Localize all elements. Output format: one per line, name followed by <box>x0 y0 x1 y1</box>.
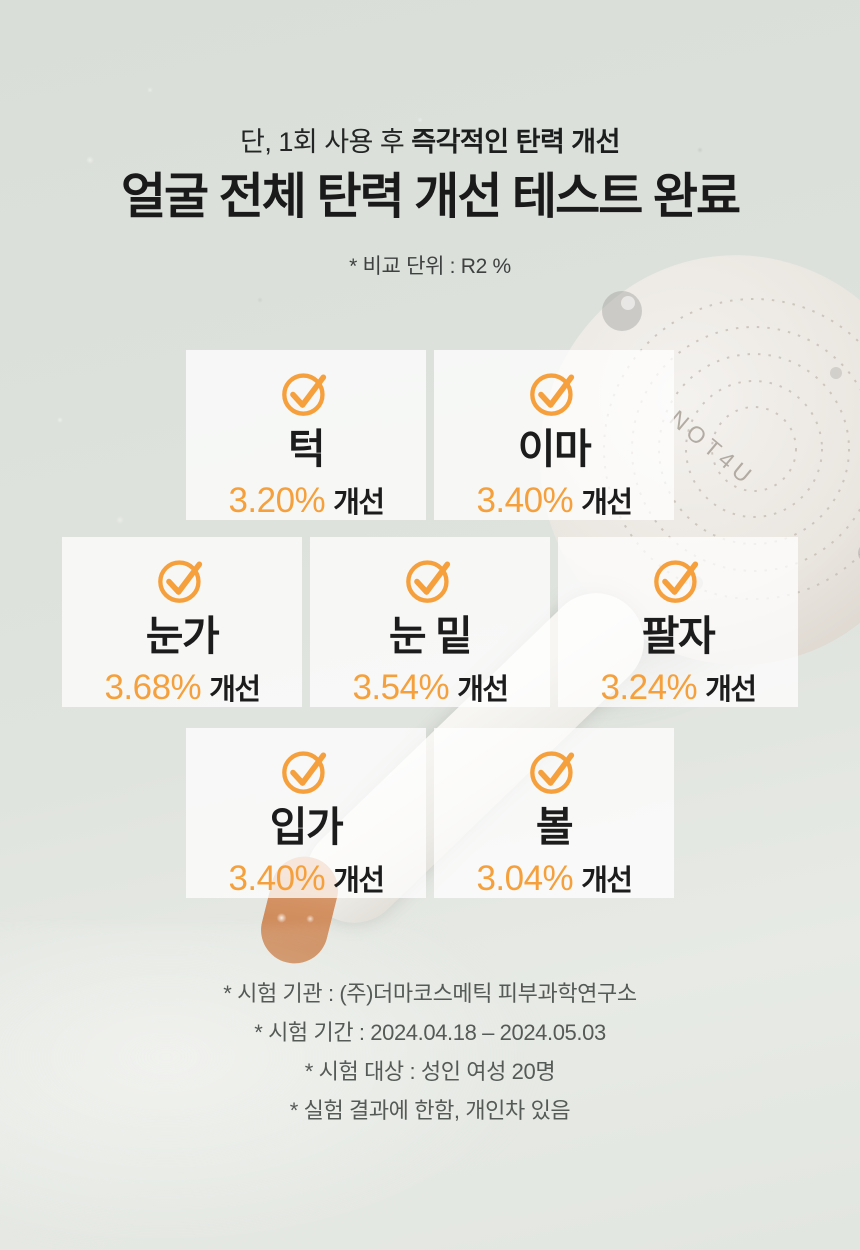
stat-card-mouth-corner: 입가 3.40% 개선 <box>186 728 426 898</box>
footnote-test-subjects: * 시험 대상 : 성인 여성 20명 <box>304 1059 556 1084</box>
area-label: 눈가 <box>145 613 220 659</box>
percent-text: 3.54% <box>352 668 450 708</box>
footnotes: * 시험 기관 : (주)더마코스메틱 피부과학연구소 * 시험 기간 : 20… <box>0 974 860 1130</box>
percent-text: 3.40% <box>228 859 326 899</box>
eyebrow-regular: 단, 1회 사용 후 <box>240 127 412 157</box>
check-circle-icon <box>282 751 327 794</box>
improve-suffix: 개선 <box>333 487 385 520</box>
improve-suffix: 개선 <box>209 674 261 707</box>
check-circle-icon <box>530 373 575 416</box>
improvement-value: 3.20% 개선 <box>228 479 385 521</box>
footnote-test-period: * 시험 기간 : 2024.04.18 – 2024.05.03 <box>254 1020 606 1045</box>
percent-text: 3.40% <box>476 481 574 521</box>
stat-card-nasolabial: 팔자 3.24% 개선 <box>558 537 798 707</box>
improve-suffix: 개선 <box>581 865 633 898</box>
improve-suffix: 개선 <box>705 674 757 707</box>
check-circle-icon <box>282 373 327 416</box>
improvement-value: 3.40% 개선 <box>228 857 385 899</box>
check-circle-icon <box>530 751 575 794</box>
eyebrow-text: 단, 1회 사용 후 즉각적인 탄력 개선 <box>0 126 860 158</box>
area-label: 팔자 <box>641 613 716 659</box>
stat-card-under-eye: 눈 밑 3.54% 개선 <box>310 537 550 707</box>
improve-suffix: 개선 <box>333 865 385 898</box>
area-label: 볼 <box>535 804 574 850</box>
area-label: 눈 밑 <box>388 613 473 659</box>
page-title: 얼굴 전체 탄력 개선 테스트 완료 <box>120 170 741 224</box>
percent-text: 3.24% <box>600 668 698 708</box>
check-circle-icon <box>654 560 699 603</box>
area-label: 입가 <box>269 804 344 850</box>
eyebrow-bold: 즉각적인 탄력 개선 <box>411 127 620 157</box>
footnote-disclaimer: * 실험 결과에 한함, 개인차 있음 <box>289 1098 571 1123</box>
percent-text: 3.04% <box>476 859 574 899</box>
improvement-value: 3.54% 개선 <box>352 666 509 708</box>
unit-note: * 비교 단위 : R2 % <box>349 255 511 278</box>
check-circle-icon <box>158 560 203 603</box>
stat-card-chin: 턱 3.20% 개선 <box>186 350 426 520</box>
light-reflection <box>0 925 550 1250</box>
percent-text: 3.20% <box>228 481 326 521</box>
stat-row-2: 눈가 3.68% 개선 눈 밑 3.54% 개선 팔자 3.24% <box>0 537 860 707</box>
improvement-value: 3.40% 개선 <box>476 479 633 521</box>
area-label: 이마 <box>517 426 592 472</box>
stat-card-eye-corner: 눈가 3.68% 개선 <box>62 537 302 707</box>
stat-card-cheek: 볼 3.04% 개선 <box>434 728 674 898</box>
check-circle-icon <box>406 560 451 603</box>
footnote-test-agency: * 시험 기관 : (주)더마코스메틱 피부과학연구소 <box>223 981 637 1006</box>
improvement-value: 3.04% 개선 <box>476 857 633 899</box>
stat-row-3: 입가 3.40% 개선 볼 3.04% 개선 <box>0 728 860 898</box>
percent-text: 3.68% <box>104 668 202 708</box>
stat-card-forehead: 이마 3.40% 개선 <box>434 350 674 520</box>
area-label: 턱 <box>287 426 326 472</box>
stat-row-1: 턱 3.20% 개선 이마 3.40% 개선 <box>0 350 860 520</box>
improve-suffix: 개선 <box>457 674 509 707</box>
improvement-value: 3.24% 개선 <box>600 666 757 708</box>
improvement-value: 3.68% 개선 <box>104 666 261 708</box>
improve-suffix: 개선 <box>581 487 633 520</box>
